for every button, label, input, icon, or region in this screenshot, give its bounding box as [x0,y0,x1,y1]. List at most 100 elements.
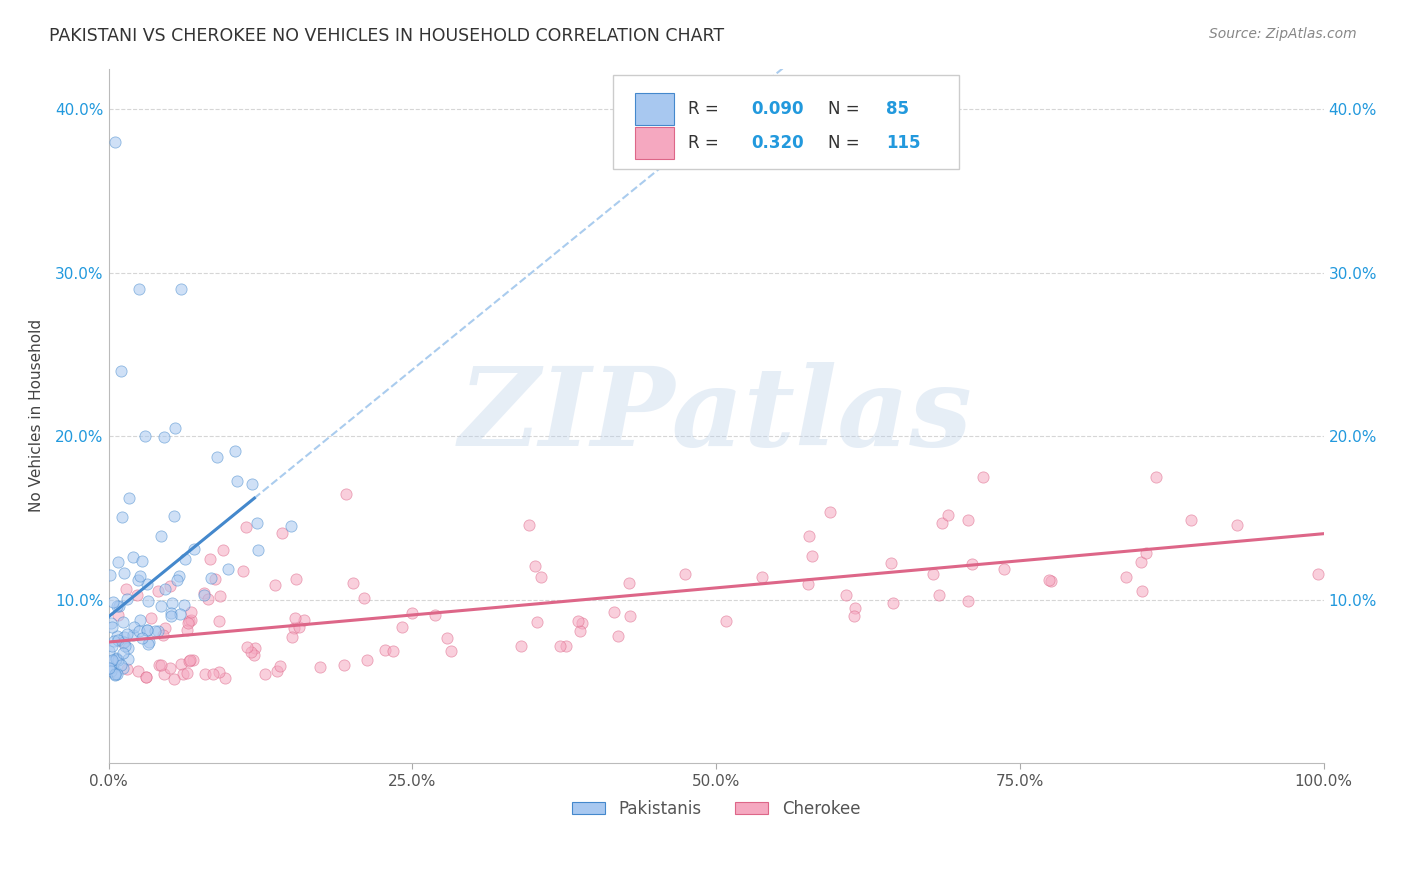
Point [112,615,135,629]
Point [526,615,548,629]
Point [173,598,195,612]
Point [179,653,201,667]
Point [107,653,129,667]
Point [571,615,593,630]
Point [342,576,364,591]
Point [107,555,129,569]
Point [567,614,589,628]
Point [264,578,287,592]
Text: 85: 85 [886,100,910,118]
Point [121,628,143,642]
Point [111,634,134,648]
Text: PAKISTANI VS CHEROKEE NO VEHICLES IN HOUSEHOLD CORRELATION CHART: PAKISTANI VS CHEROKEE NO VEHICLES IN HOU… [49,27,724,45]
Point [254,667,277,681]
Point [956,513,979,527]
Point [266,664,288,678]
Point [193,588,215,602]
Point [111,510,134,524]
Point [232,564,254,578]
Point [205,450,228,464]
Point [173,552,195,566]
Point [243,648,266,663]
Point [569,624,592,639]
Point [236,640,259,654]
Point [208,665,231,680]
Point [818,505,841,519]
Point [922,566,945,581]
Point [212,542,235,557]
Text: Source: ZipAtlas.com: Source: ZipAtlas.com [1209,27,1357,41]
Point [105,652,128,666]
Point [128,282,150,296]
Point [181,653,204,667]
Point [436,631,458,645]
Point [104,135,127,149]
Point [98,567,121,582]
Text: R =: R = [688,100,724,118]
Point [246,516,269,531]
Point [97,661,120,675]
Point [374,643,396,657]
FancyBboxPatch shape [613,76,959,169]
Point [240,645,263,659]
Point [112,661,135,675]
Point [602,605,624,619]
Point [423,608,446,623]
Point [617,575,640,590]
Point [149,599,172,614]
Point [170,657,193,672]
Point [112,566,135,580]
Point [117,591,139,606]
Point [124,619,146,633]
Point [439,644,461,658]
Point [100,660,122,674]
Point [129,613,152,627]
Point [523,559,546,574]
Point [179,654,201,668]
Point [135,576,157,591]
Point [136,637,159,651]
FancyBboxPatch shape [634,127,673,159]
Point [842,609,865,624]
Point [194,667,217,681]
Point [801,549,824,564]
Point [517,518,540,533]
Point [114,640,136,654]
Point [167,568,190,582]
Y-axis label: No Vehicles in Household: No Vehicles in Household [30,319,44,512]
Text: 0.320: 0.320 [751,134,804,152]
Point [280,630,302,644]
Point [1308,567,1330,582]
Point [956,594,979,608]
Point [198,552,221,566]
Point [197,591,219,606]
Point [176,666,198,681]
Point [160,596,183,610]
Point [155,621,177,635]
Point [1135,546,1157,560]
Point [356,653,378,667]
Point [200,571,222,585]
Point [217,562,239,576]
Point [1039,574,1062,588]
Point [131,631,153,645]
Point [117,640,139,655]
Point [136,623,159,637]
Point [716,614,738,628]
Text: 0.090: 0.090 [751,100,804,118]
Point [284,611,307,625]
Point [160,607,183,621]
Point [1115,570,1137,584]
Point [1129,555,1152,569]
Point [149,529,172,543]
Text: N =: N = [828,100,865,118]
Point [960,558,983,572]
Point [225,474,247,488]
Point [100,616,122,631]
Point [224,444,246,458]
Point [118,491,141,505]
Point [193,586,215,600]
Point [510,639,533,653]
Point [1130,583,1153,598]
Point [673,567,696,582]
